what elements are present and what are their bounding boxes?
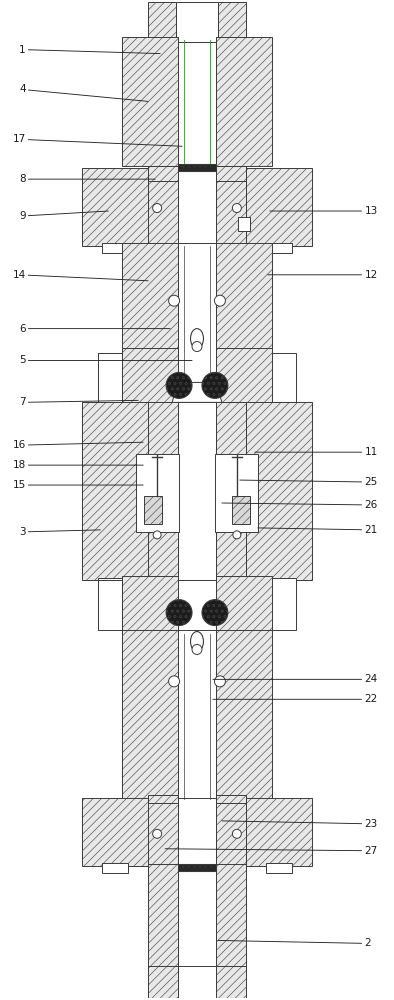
Circle shape [232, 204, 242, 213]
Bar [178, 42, 216, 166]
Bar [218, 2, 246, 42]
Bar [178, 798, 216, 866]
Circle shape [192, 644, 202, 654]
Bar [232, 496, 250, 524]
Bar [136, 454, 179, 532]
Polygon shape [172, 382, 222, 402]
Text: 11: 11 [255, 447, 378, 457]
Circle shape [152, 829, 162, 838]
Circle shape [214, 676, 225, 687]
Bar [216, 798, 312, 866]
Bar [148, 402, 178, 580]
Circle shape [169, 295, 180, 306]
Bar [216, 630, 272, 799]
Bar [148, 168, 178, 246]
Text: 24: 24 [213, 674, 378, 684]
Bar [148, 795, 178, 803]
Bar [122, 243, 178, 382]
Bar [122, 576, 178, 634]
Circle shape [166, 600, 192, 626]
Text: 21: 21 [258, 525, 378, 535]
Text: 18: 18 [12, 460, 143, 470]
Text: 23: 23 [222, 819, 378, 829]
Bar [148, 166, 178, 181]
Bar [246, 353, 296, 402]
Text: 3: 3 [19, 527, 100, 537]
Text: 6: 6 [19, 324, 170, 334]
Ellipse shape [191, 329, 203, 349]
Text: 26: 26 [222, 500, 378, 510]
Bar [178, 864, 216, 871]
Text: 14: 14 [12, 270, 148, 281]
Bar [102, 243, 128, 253]
Bar [216, 966, 246, 998]
Bar [176, 2, 218, 42]
Bar [216, 243, 272, 382]
Bar [178, 630, 216, 799]
Bar [216, 168, 312, 246]
Bar [216, 864, 246, 968]
Bar [215, 454, 258, 532]
Bar [178, 402, 216, 580]
Bar [246, 578, 296, 630]
Text: 9: 9 [19, 211, 108, 221]
Text: 7: 7 [19, 397, 138, 407]
Bar [82, 798, 178, 866]
Bar [216, 402, 246, 580]
Circle shape [232, 829, 242, 838]
Bar [178, 164, 216, 171]
Bar [178, 243, 216, 382]
Text: 25: 25 [240, 477, 378, 487]
Text: 8: 8 [19, 174, 155, 184]
Bar [98, 353, 148, 402]
Bar [266, 863, 292, 873]
Circle shape [202, 600, 228, 626]
Text: 15: 15 [12, 480, 143, 490]
Circle shape [202, 372, 228, 398]
Text: 17: 17 [12, 134, 182, 146]
Bar [238, 217, 250, 231]
Text: 13: 13 [270, 206, 378, 216]
Bar [102, 863, 128, 873]
Text: 22: 22 [213, 694, 378, 704]
Bar [98, 578, 148, 630]
Bar [148, 798, 178, 866]
Bar [216, 348, 272, 405]
Text: 2: 2 [218, 938, 371, 948]
Text: 1: 1 [19, 45, 160, 55]
Text: 16: 16 [12, 440, 143, 450]
Bar [216, 798, 246, 866]
Circle shape [192, 342, 202, 352]
Bar [82, 168, 178, 246]
Bar [214, 402, 312, 580]
Bar [144, 496, 162, 524]
Ellipse shape [191, 632, 203, 651]
Circle shape [233, 531, 241, 539]
Bar [178, 864, 216, 968]
Text: 4: 4 [19, 84, 148, 101]
Circle shape [214, 295, 225, 306]
Circle shape [166, 372, 192, 398]
Text: 12: 12 [268, 270, 378, 280]
Bar [148, 864, 178, 968]
Bar [216, 168, 246, 246]
Bar [82, 402, 180, 580]
Circle shape [169, 676, 180, 687]
Bar [216, 795, 246, 803]
Bar [122, 37, 178, 166]
Bar [122, 630, 178, 799]
Text: 27: 27 [165, 846, 378, 856]
Bar [178, 168, 216, 246]
Bar [148, 2, 176, 42]
Bar [216, 37, 272, 166]
Circle shape [152, 204, 162, 213]
Text: 5: 5 [19, 355, 192, 365]
Bar [122, 348, 178, 405]
Bar [266, 243, 292, 253]
Bar [216, 576, 272, 634]
Bar [216, 166, 246, 181]
Bar [148, 966, 178, 998]
Bar [178, 966, 216, 998]
Circle shape [153, 531, 161, 539]
